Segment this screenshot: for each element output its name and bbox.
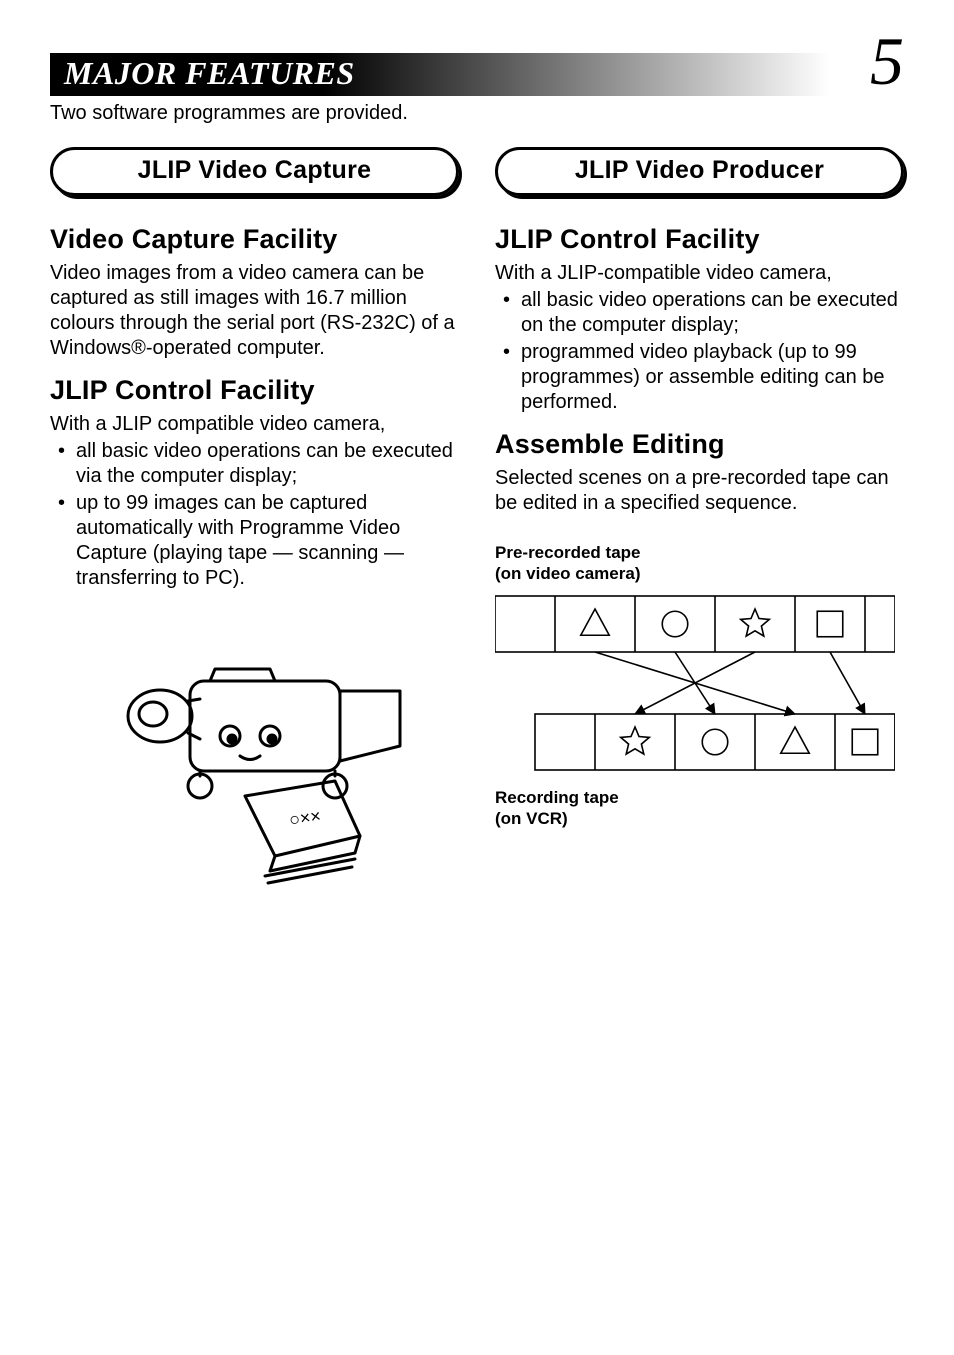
- list-item: programmed video playback (up to 99 prog…: [521, 340, 904, 415]
- heading-jlip-control-right: JLIP Control Facility: [495, 224, 904, 255]
- label-recording-tape: Recording tape(on VCR): [495, 787, 904, 830]
- camera-illustration: ○××: [50, 621, 459, 906]
- para-control-lead-left: With a JLIP compatible video camera,: [50, 412, 459, 437]
- right-column: JLIP Video Producer JLIP Control Facilit…: [495, 147, 904, 906]
- pill-video-producer: JLIP Video Producer: [495, 147, 904, 196]
- heading-video-capture-facility: Video Capture Facility: [50, 224, 459, 255]
- bullet-list-right: all basic video operations can be execut…: [495, 288, 904, 415]
- para-control-lead-right: With a JLIP-compatible video camera,: [495, 261, 904, 286]
- svg-text:○××: ○××: [287, 806, 321, 830]
- section-title: MAJOR FEATURES: [50, 53, 830, 96]
- label-pre-recorded-tape: Pre-recorded tape(on video camera): [495, 542, 904, 585]
- intro-text: Two software programmes are provided.: [50, 102, 904, 125]
- list-item: all basic video operations can be execut…: [76, 439, 459, 489]
- pill-video-capture: JLIP Video Capture: [50, 147, 459, 196]
- tape-diagram: [495, 591, 904, 781]
- list-item: up to 99 images can be captured automati…: [76, 491, 459, 591]
- page-number: 5: [870, 38, 904, 86]
- heading-jlip-control-left: JLIP Control Facility: [50, 375, 459, 406]
- left-column: JLIP Video Capture Video Capture Facilit…: [50, 147, 459, 906]
- para-video-capture: Video images from a video camera can be …: [50, 261, 459, 361]
- list-item: all basic video operations can be execut…: [521, 288, 904, 338]
- two-column-layout: JLIP Video Capture Video Capture Facilit…: [50, 147, 904, 906]
- heading-assemble-editing: Assemble Editing: [495, 429, 904, 460]
- para-assemble: Selected scenes on a pre-recorded tape c…: [495, 466, 904, 516]
- bullet-list-left: all basic video operations can be execut…: [50, 439, 459, 591]
